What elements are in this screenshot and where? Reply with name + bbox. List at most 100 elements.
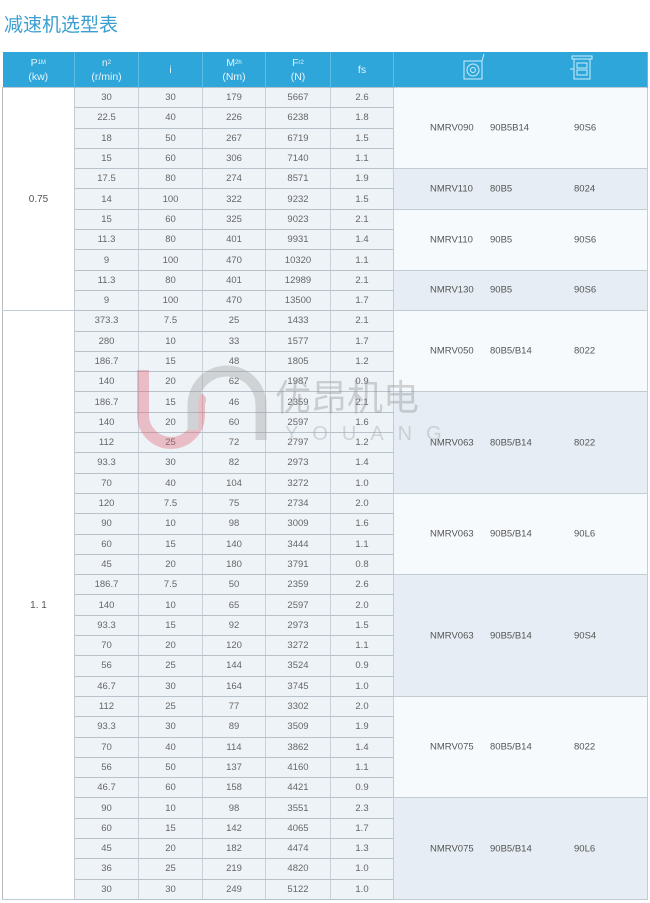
service-factor-cell: 1.5 [330, 127, 394, 149]
torque-cell: 142 [202, 817, 266, 839]
table-row: 22.5 40 226 6238 1.8 [3, 107, 648, 129]
torque-cell: 306 [202, 147, 266, 170]
model-cell: NMRV075 90B5/B14 90L6 [393, 797, 648, 900]
motor-text: 90S6 [574, 122, 597, 134]
n2-cell: 9 [74, 289, 139, 312]
model-text: NMRV090 [430, 122, 474, 134]
table-row: 45 20 182 4474 1.3 [3, 837, 648, 860]
torque-cell: 62 [202, 371, 266, 393]
radial-load-cell: 2359 [265, 391, 331, 413]
n2-cell: 90 [74, 797, 139, 819]
power-cell: 1. 1 [2, 310, 75, 900]
table-row: 56 25 144 3524 0.9 [3, 655, 648, 677]
torque-cell: 89 [202, 716, 266, 738]
selection-table: P1M (kw) n2 (r/min) i M2h (Nm) Fr2 (N) fs 0.75 30 3… [2, 52, 648, 900]
motor-icon [570, 55, 593, 80]
table-header: P1M (kw) n2 (r/min) i M2h (Nm) Fr2 (N) fs [2, 52, 648, 88]
ratio-cell: 7.5 [138, 574, 203, 596]
model-text: NMRV075 [430, 843, 474, 855]
ratio-cell: 30 [138, 452, 203, 474]
model-text: NMRV050 [430, 345, 474, 357]
ratio-cell: 80 [138, 229, 203, 251]
service-factor-cell: 0.9 [330, 777, 394, 799]
ratio-cell: 25 [138, 695, 203, 718]
motor-text: 8022 [574, 345, 596, 357]
radial-load-cell: 3862 [265, 736, 331, 758]
model-cell: NMRV063 80B5/B14 8022 [393, 391, 648, 494]
n2-cell: 112 [74, 432, 139, 454]
torque-cell: 144 [202, 655, 266, 677]
n2-cell: 45 [74, 553, 139, 576]
radial-load-cell: 5122 [265, 878, 331, 900]
motor-text: 90S6 [574, 234, 597, 246]
service-factor-cell: 1.0 [330, 675, 394, 697]
model-text: NMRV130 [430, 284, 474, 296]
ratio-cell: 7.5 [138, 492, 203, 515]
service-factor-cell: 2.1 [330, 391, 394, 413]
model-cell: NMRV110 90B5 90S6 [393, 208, 648, 271]
service-factor-cell: 1.0 [330, 858, 394, 880]
ratio-cell: 25 [138, 858, 203, 880]
service-factor-cell: 2.0 [330, 695, 394, 718]
radial-load-cell: 13500 [265, 289, 331, 312]
ratio-cell: 100 [138, 188, 203, 210]
column-header: Fr2 (N) [265, 52, 331, 88]
n2-cell: 14 [74, 188, 139, 210]
n2-cell: 30 [74, 878, 139, 900]
torque-cell: 249 [202, 878, 266, 900]
flange-text: 90B5/B14 [490, 528, 532, 540]
n2-cell: 17.5 [74, 168, 139, 190]
column-unit: (kw) [28, 70, 49, 83]
torque-cell: 179 [202, 86, 266, 109]
n2-cell: 140 [74, 411, 139, 434]
ratio-cell: 30 [138, 86, 203, 109]
torque-cell: 98 [202, 797, 266, 819]
torque-cell: 180 [202, 553, 266, 576]
service-factor-cell: 1.1 [330, 533, 394, 555]
page-title: 减速机选型表 [4, 14, 119, 36]
ratio-cell: 20 [138, 837, 203, 860]
model-cell: NMRV063 90B5/B14 90L6 [393, 492, 648, 576]
radial-load-cell: 6238 [265, 107, 331, 129]
radial-load-cell: 9931 [265, 229, 331, 251]
torque-cell: 60 [202, 411, 266, 434]
radial-load-cell: 12989 [265, 269, 331, 291]
table-row: 93.3 15 92 2973 1.5 [3, 614, 648, 637]
column-symbol: F [292, 56, 299, 69]
column-header: i [138, 52, 203, 88]
flange-text: 80B5/B14 [490, 345, 532, 357]
torque-cell: 140 [202, 533, 266, 555]
motor-text: 90S6 [574, 284, 597, 296]
n2-cell: 186.7 [74, 574, 139, 596]
ratio-cell: 30 [138, 878, 203, 900]
service-factor-cell: 1.2 [330, 350, 394, 373]
service-factor-cell: 0.9 [330, 371, 394, 393]
radial-load-cell: 4160 [265, 756, 331, 779]
n2-cell: 15 [74, 147, 139, 170]
torque-cell: 65 [202, 594, 266, 616]
motor-text: 8022 [574, 437, 596, 449]
radial-load-cell: 4474 [265, 837, 331, 860]
radial-load-cell: 3551 [265, 797, 331, 819]
column-subscript: 1M [37, 59, 46, 66]
ratio-cell: 50 [138, 127, 203, 149]
n2-cell: 280 [74, 330, 139, 352]
torque-cell: 82 [202, 452, 266, 474]
table-row: 120 7.5 75 2734 2.0 NMRV063 90B5/B14 90L6 [3, 492, 648, 576]
torque-cell: 226 [202, 107, 266, 129]
flange-text: 90B5 [490, 284, 513, 296]
model-cell: NMRV130 90B5 90S6 [393, 269, 648, 312]
n2-cell: 120 [74, 492, 139, 515]
radial-load-cell: 4065 [265, 817, 331, 839]
service-factor-cell: 2.1 [330, 269, 394, 291]
service-factor-cell: 1.5 [330, 188, 394, 210]
radial-load-cell: 9023 [265, 208, 331, 231]
table-row: 56 50 137 4160 1.1 [3, 756, 648, 779]
radial-load-cell: 3509 [265, 716, 331, 738]
model-text: NMRV063 [430, 528, 474, 540]
table-row: 186.7 15 46 2359 2.1 NMRV063 80B5/B14 8022 [3, 391, 648, 494]
flange-text: 90B5/B14 [490, 630, 532, 642]
service-factor-cell: 1.9 [330, 168, 394, 190]
ratio-cell: 7.5 [138, 310, 203, 332]
service-factor-cell: 2.0 [330, 492, 394, 515]
